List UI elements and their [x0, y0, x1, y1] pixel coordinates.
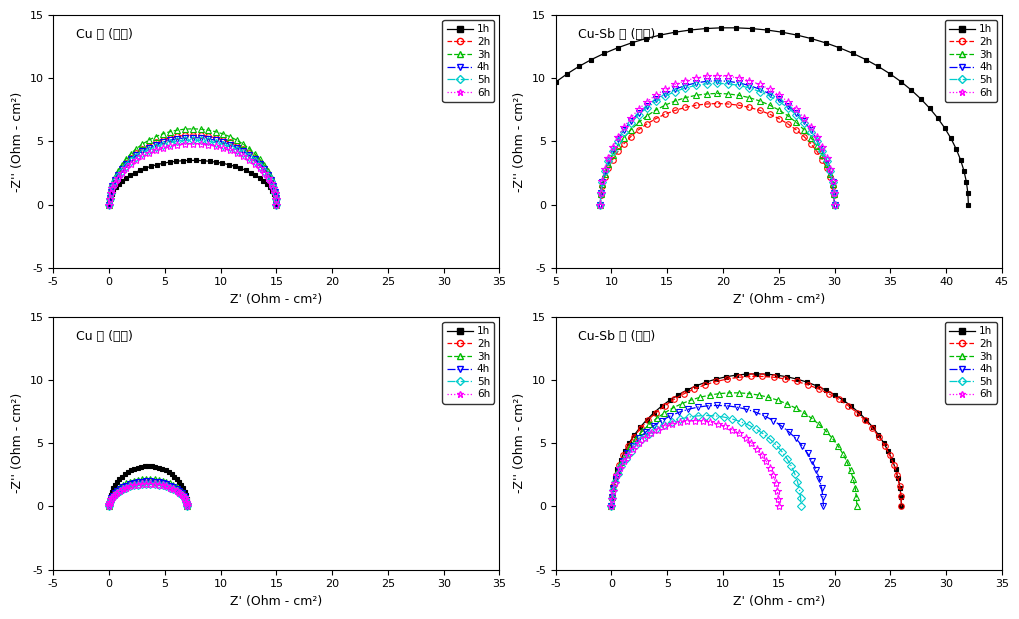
X-axis label: Z' (Ohm - cm²): Z' (Ohm - cm²) — [732, 595, 824, 608]
Text: Cu-Sb 강 (단면): Cu-Sb 강 (단면) — [578, 329, 654, 342]
Legend: 1h, 2h, 3h, 4h, 5h, 6h: 1h, 2h, 3h, 4h, 5h, 6h — [442, 20, 494, 102]
Y-axis label: -Z'' (Ohm - cm²): -Z'' (Ohm - cm²) — [11, 393, 24, 493]
X-axis label: Z' (Ohm - cm²): Z' (Ohm - cm²) — [230, 595, 322, 608]
Legend: 1h, 2h, 3h, 4h, 5h, 6h: 1h, 2h, 3h, 4h, 5h, 6h — [944, 322, 996, 404]
Legend: 1h, 2h, 3h, 4h, 5h, 6h: 1h, 2h, 3h, 4h, 5h, 6h — [442, 322, 494, 404]
Legend: 1h, 2h, 3h, 4h, 5h, 6h: 1h, 2h, 3h, 4h, 5h, 6h — [944, 20, 996, 102]
X-axis label: Z' (Ohm - cm²): Z' (Ohm - cm²) — [732, 293, 824, 306]
Text: Cu 강 (표면): Cu 강 (표면) — [75, 28, 132, 41]
Y-axis label: -Z'' (Ohm - cm²): -Z'' (Ohm - cm²) — [11, 92, 24, 191]
Y-axis label: -Z'' (Ohm - cm²): -Z'' (Ohm - cm²) — [513, 393, 526, 493]
Y-axis label: -Z'' (Ohm - cm²): -Z'' (Ohm - cm²) — [513, 92, 526, 191]
Text: Cu 강 (단면): Cu 강 (단면) — [75, 329, 132, 342]
X-axis label: Z' (Ohm - cm²): Z' (Ohm - cm²) — [230, 293, 322, 306]
Text: Cu-Sb 강 (표면): Cu-Sb 강 (표면) — [578, 28, 654, 41]
